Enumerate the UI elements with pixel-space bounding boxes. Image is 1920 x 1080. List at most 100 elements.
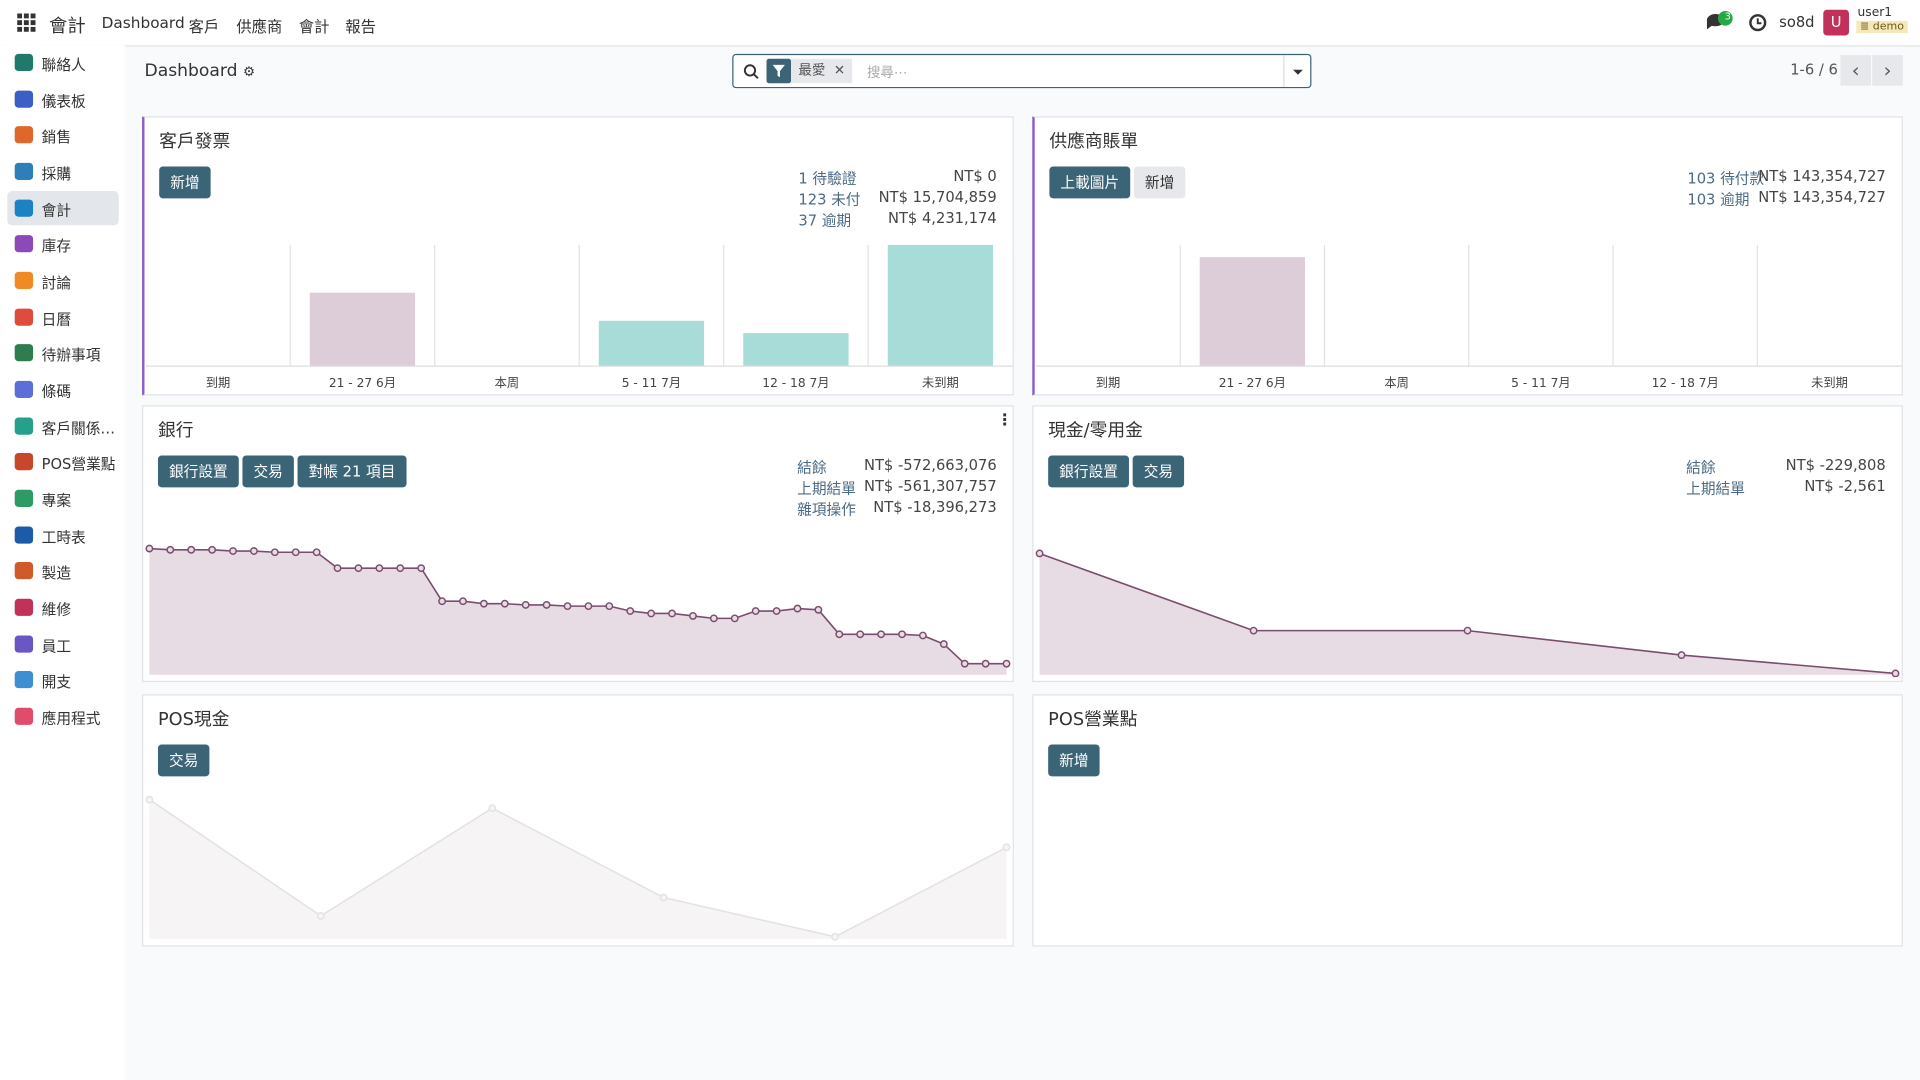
nav-menu[interactable]: 供應商	[236, 17, 283, 36]
point	[249, 547, 258, 555]
card-title[interactable]: 供應商賬單	[1049, 132, 1139, 152]
point	[417, 564, 426, 573]
stat-value: NT$ 143,354,727	[1758, 167, 1886, 185]
stat-label[interactable]: 103 逾期	[1687, 191, 1750, 209]
gear-icon[interactable]: ⚙	[242, 63, 256, 80]
sidebar-item[interactable]: POS營業點	[7, 445, 118, 479]
stat-label[interactable]: 上期結單	[797, 480, 856, 498]
point	[772, 607, 781, 615]
sidebar-item[interactable]: 維修	[7, 590, 118, 624]
search-bar[interactable]: 最愛 ✕ 搜尋⋯	[732, 53, 1312, 89]
sidebar-item[interactable]: 採購	[7, 154, 118, 188]
point	[939, 640, 948, 649]
sidebar-item[interactable]: 聯絡人	[7, 45, 118, 79]
messages-icon[interactable]	[1704, 10, 1736, 34]
stat-value: NT$ -2,561	[1804, 477, 1886, 495]
search-toggle[interactable]	[1283, 55, 1311, 87]
sidebar-item[interactable]: 專案	[7, 481, 118, 515]
pager-next[interactable]: ›	[1872, 55, 1903, 86]
facet-remove[interactable]: ✕	[833, 62, 846, 79]
card-buttons: 新增	[1048, 744, 1103, 777]
nav-menu[interactable]: 會計	[298, 17, 330, 36]
sidebar-item[interactable]: 儀表板	[7, 82, 118, 116]
card-title[interactable]: 銀行	[157, 421, 194, 441]
sidebar-icon	[14, 126, 34, 144]
point	[291, 548, 300, 557]
card-title[interactable]: 現金/零用金	[1048, 421, 1143, 441]
sidebar-item[interactable]: 客戶關係…	[7, 409, 118, 443]
nav-menu[interactable]: 客戶	[188, 17, 220, 36]
sidebar-label: 開支	[41, 673, 72, 692]
user-name[interactable]: user1	[1857, 6, 1893, 20]
sidebar-icon	[14, 380, 34, 398]
point	[626, 607, 635, 615]
button[interactable]: 銀行設置	[157, 455, 239, 488]
point	[659, 893, 668, 902]
card-menu[interactable]: ⋮	[996, 411, 1013, 430]
area	[1039, 553, 1896, 675]
activity-icon[interactable]	[1749, 13, 1767, 32]
button[interactable]: 新增	[159, 166, 211, 199]
point	[584, 602, 593, 611]
card-title[interactable]: POS現金	[157, 710, 230, 730]
breadcrumb: Dashboard ⚙	[144, 61, 255, 81]
sidebar-label: 員工	[41, 637, 72, 655]
facet-text: 最愛	[798, 62, 826, 79]
stat-label[interactable]: 123 未付	[798, 191, 861, 209]
sidebar-label: 製造	[41, 564, 72, 583]
stat-label[interactable]: 雜項操作	[797, 500, 856, 518]
app-menu-icon[interactable]	[17, 13, 36, 32]
x-tick-label: 21 - 27 6月	[1219, 376, 1286, 390]
point	[831, 932, 840, 941]
sidebar-item[interactable]: 討論	[7, 263, 118, 297]
bar	[743, 333, 849, 367]
nav-menu[interactable]: Dashboard	[101, 13, 185, 32]
facet[interactable]: 最愛 ✕	[791, 58, 853, 84]
sidebar-item[interactable]: 會計	[7, 190, 119, 225]
dashboard-card: 客戶發票 新增 1 待驗證 NT$ 0 123 未付 NT$ 15,704,859 37 逾…	[142, 116, 1014, 396]
bar	[887, 244, 994, 367]
chart	[1035, 549, 1900, 678]
sidebar-item[interactable]: 製造	[7, 554, 118, 588]
sidebar-item[interactable]: 工時表	[7, 518, 118, 552]
stat-label[interactable]: 1 待驗證	[798, 170, 857, 188]
button[interactable]: 新增	[1048, 744, 1100, 777]
stat-label[interactable]: 結餘	[797, 459, 827, 477]
stat-label[interactable]: 結餘	[1686, 459, 1716, 477]
point	[730, 614, 739, 623]
pager-prev[interactable]: ‹	[1840, 55, 1872, 86]
stat-label[interactable]: 37 逾期	[798, 211, 852, 229]
card-title[interactable]: POS營業點	[1048, 710, 1138, 730]
card-title[interactable]: 客戶發票	[159, 132, 231, 152]
stat-label[interactable]: 103 待付款	[1687, 170, 1765, 188]
company[interactable]: so8d	[1779, 13, 1815, 31]
stat-label[interactable]: 上期結單	[1686, 480, 1745, 498]
sidebar-item[interactable]: 條碼	[7, 372, 118, 406]
button[interactable]: 對帳 21 項目	[297, 455, 407, 488]
sidebar-icon	[14, 235, 34, 253]
sidebar-item[interactable]: 開支	[7, 663, 118, 697]
sidebar-item[interactable]: 銷售	[7, 118, 118, 152]
app-name[interactable]: 會計	[48, 14, 86, 37]
sidebar-item[interactable]: 應用程式	[7, 699, 118, 733]
button[interactable]: 交易	[242, 455, 294, 488]
button[interactable]: 新增	[1133, 166, 1186, 199]
db-name: ≣ demo	[1856, 20, 1908, 34]
button[interactable]: 上載圖片	[1049, 166, 1131, 199]
button[interactable]: 交易	[1132, 455, 1185, 488]
avatar[interactable]: U	[1823, 9, 1849, 36]
sidebar-label: 銷售	[41, 128, 72, 147]
sidebar-item[interactable]: 庫存	[7, 227, 118, 261]
nav-menu[interactable]: 報告	[345, 17, 376, 36]
point	[1249, 626, 1258, 635]
button[interactable]: 交易	[157, 744, 210, 777]
button[interactable]: 銀行設置	[1048, 455, 1129, 488]
sidebar-item[interactable]: 待辦事項	[7, 336, 118, 370]
search-input[interactable]: 搜尋⋯	[866, 64, 908, 81]
point	[793, 604, 802, 613]
stat-value: NT$ 15,704,859	[878, 188, 997, 206]
sidebar-item[interactable]: 員工	[7, 627, 118, 661]
point	[187, 545, 196, 554]
sidebar-item[interactable]: 日曆	[7, 300, 118, 334]
point	[542, 600, 551, 609]
